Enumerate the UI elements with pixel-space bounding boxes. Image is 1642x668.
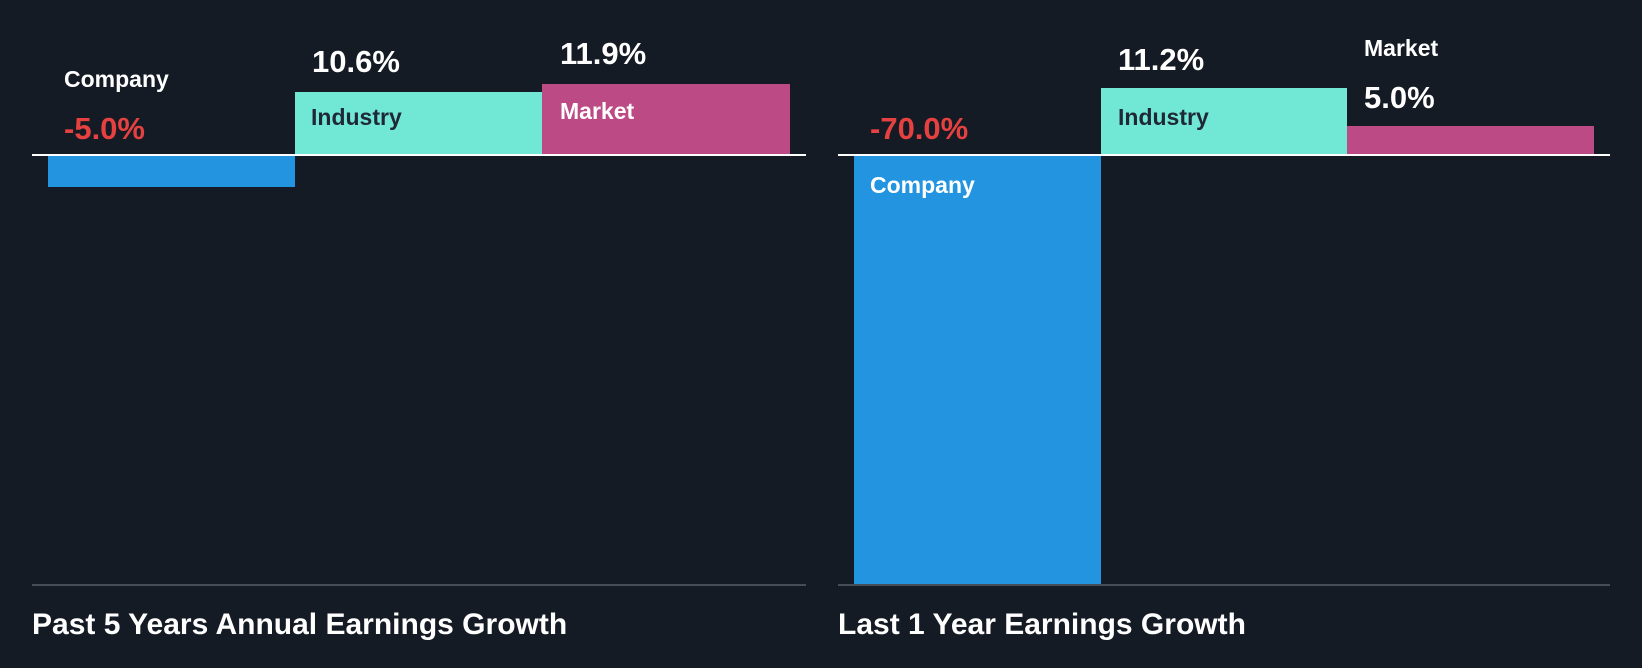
bottom-axis (838, 584, 1610, 586)
zero-baseline (32, 154, 806, 156)
bottom-axis (32, 584, 806, 586)
chart-title: Last 1 Year Earnings Growth (838, 608, 1246, 641)
bar-company (854, 156, 1101, 584)
industry-value: 11.2% (1118, 42, 1205, 77)
chart-title: Past 5 Years Annual Earnings Growth (32, 608, 568, 641)
bar-industry (295, 92, 542, 155)
market-value: 11.9% (560, 36, 647, 71)
bar-market (1347, 126, 1594, 155)
bar-market (542, 84, 790, 155)
market-value: 5.0% (1364, 80, 1435, 115)
zero-baseline (838, 154, 1610, 156)
market-label: Market (1364, 35, 1439, 61)
market-label: Market (560, 98, 635, 124)
company-value: -70.0% (870, 111, 969, 146)
bar-company (48, 156, 295, 187)
industry-label: Industry (311, 104, 402, 130)
bar-industry (1101, 88, 1347, 155)
company-label: Company (870, 172, 975, 198)
company-label: Company (64, 66, 169, 92)
industry-value: 10.6% (312, 44, 400, 79)
industry-label: Industry (1118, 104, 1209, 130)
chart-panel-past-5-years: Company -5.0% 10.6% Industry 11.9% Marke… (32, 36, 806, 641)
company-value: -5.0% (64, 111, 145, 146)
